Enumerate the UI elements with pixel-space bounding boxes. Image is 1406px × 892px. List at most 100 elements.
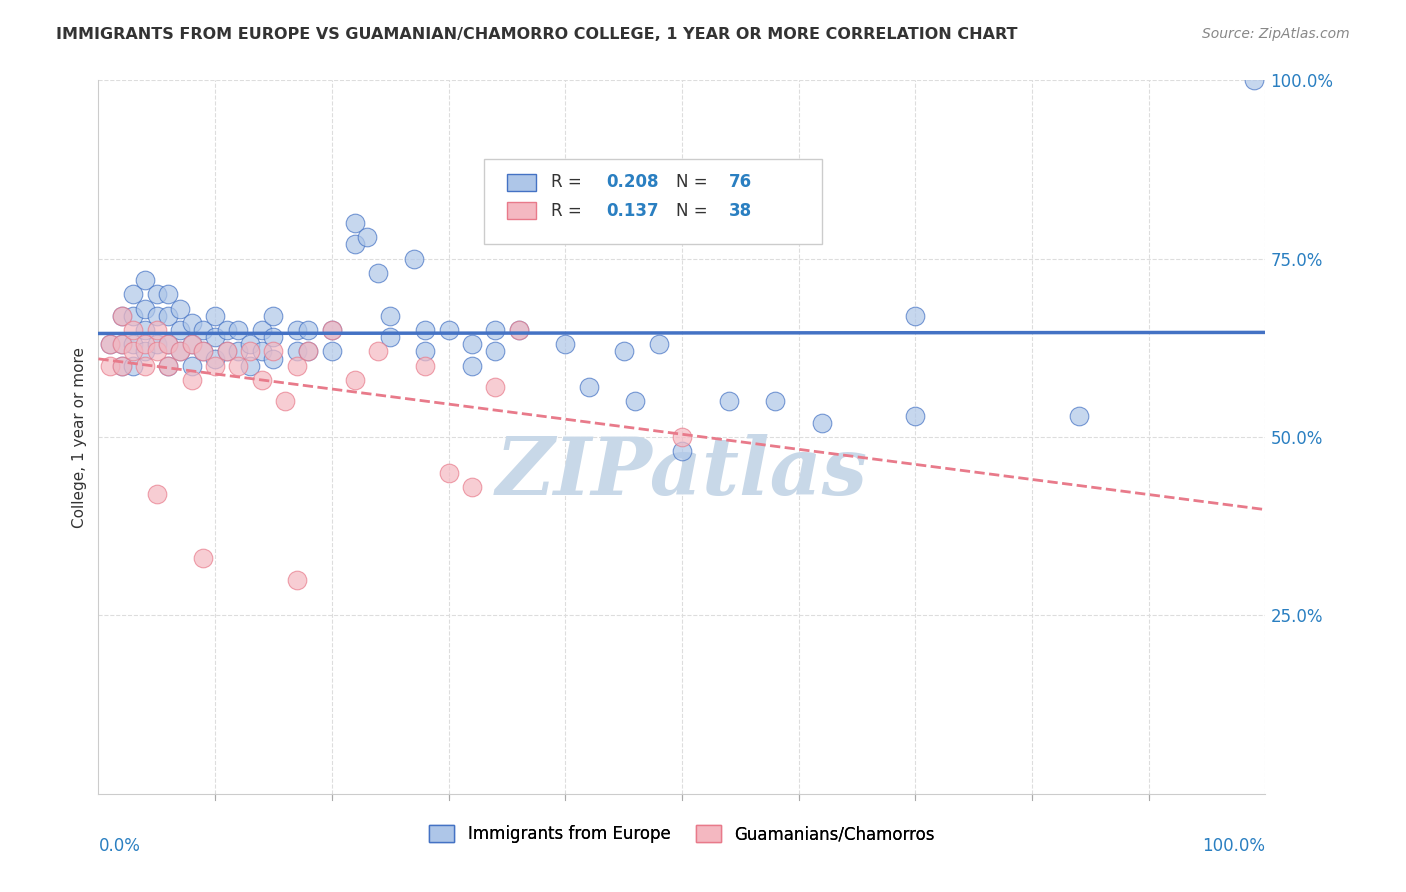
Point [122,359,145,373]
Point [285,573,308,587]
Point [228,344,250,359]
Text: 0.208: 0.208 [606,173,658,191]
Y-axis label: College, 1 year or more: College, 1 year or more [72,347,87,527]
Point [157,287,180,301]
Point [262,330,284,344]
Point [717,394,740,409]
Text: R =: R = [551,173,588,191]
Point [122,323,145,337]
Point [461,337,484,351]
Point [111,359,134,373]
Point [239,359,262,373]
Point [146,344,169,359]
Point [98,337,121,351]
Point [134,273,156,287]
Point [671,430,693,444]
Point [367,266,389,280]
Point [180,373,202,387]
Point [297,344,319,359]
Point [554,337,576,351]
Point [204,330,226,344]
Text: 0.137: 0.137 [606,202,658,219]
Point [285,359,308,373]
Point [111,309,134,323]
Text: IMMIGRANTS FROM EUROPE VS GUAMANIAN/CHAMORRO COLLEGE, 1 YEAR OR MORE CORRELATION: IMMIGRANTS FROM EUROPE VS GUAMANIAN/CHAM… [56,27,1018,42]
Point [461,359,484,373]
Point [180,337,202,351]
Point [134,301,156,316]
Point [402,252,425,266]
Point [250,323,273,337]
Text: R =: R = [551,202,588,219]
Point [157,309,180,323]
Point [297,344,319,359]
Point [367,344,389,359]
Point [111,359,134,373]
Point [1067,409,1090,423]
Point [169,344,191,359]
Point [262,344,284,359]
Point [169,323,191,337]
FancyBboxPatch shape [508,202,536,219]
Point [578,380,600,394]
Point [285,323,308,337]
Point [146,323,169,337]
Point [344,373,367,387]
Point [344,237,367,252]
Point [356,230,378,244]
Point [508,323,530,337]
Point [122,344,145,359]
Text: 76: 76 [728,173,752,191]
Point [204,359,226,373]
Point [146,487,169,501]
Point [122,287,145,301]
Point [321,323,343,337]
Point [134,337,156,351]
Point [228,323,250,337]
Point [624,394,647,409]
Point [904,409,927,423]
Point [904,309,927,323]
Point [262,309,284,323]
Point [193,551,215,566]
Point [274,394,297,409]
Point [437,466,460,480]
Point [169,301,191,316]
Point [321,344,343,359]
Point [204,351,226,366]
Point [111,309,134,323]
Point [215,344,238,359]
Point [228,359,250,373]
Point [647,337,669,351]
Point [134,359,156,373]
Point [204,309,226,323]
Point [146,287,169,301]
Point [613,344,636,359]
Text: N =: N = [676,173,713,191]
Point [180,337,202,351]
Point [763,394,786,409]
Point [111,337,134,351]
Point [508,323,530,337]
Point [380,330,402,344]
Point [811,416,834,430]
Point [180,316,202,330]
Point [146,309,169,323]
Point [134,323,156,337]
Point [262,351,284,366]
Point [484,380,506,394]
Text: N =: N = [676,202,713,219]
Point [98,337,121,351]
Point [193,344,215,359]
Point [671,444,693,458]
Point [321,323,343,337]
Point [122,309,145,323]
Text: Source: ZipAtlas.com: Source: ZipAtlas.com [1202,27,1350,41]
Point [285,344,308,359]
Point [250,373,273,387]
Point [111,337,134,351]
Point [250,344,273,359]
Point [193,344,215,359]
Point [413,323,436,337]
Text: ZIPatlas: ZIPatlas [496,434,868,511]
